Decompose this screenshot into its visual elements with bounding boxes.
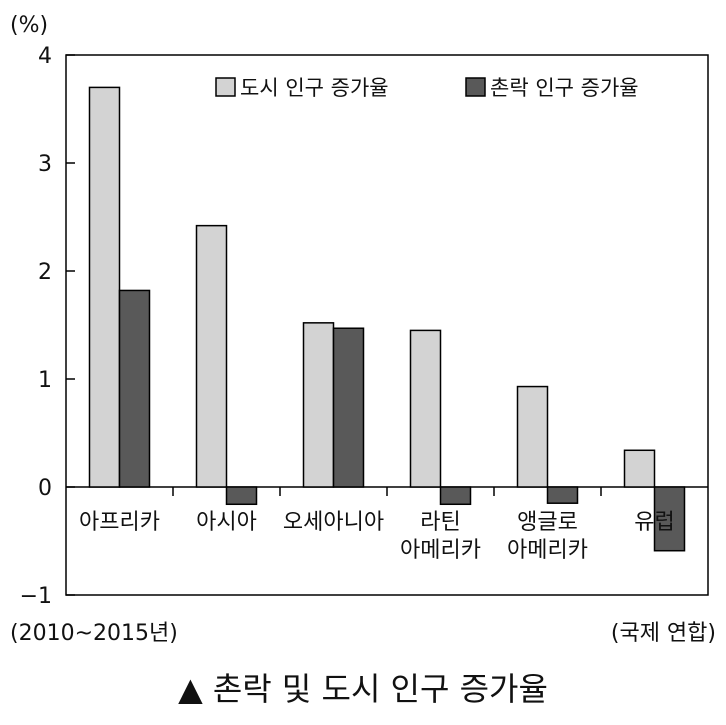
legend-label-rural: 촌락 인구 증가율: [490, 76, 639, 100]
x-category-label: 아메리카: [400, 538, 481, 563]
bar-urban: [623, 449, 656, 488]
x-category-label: 오세아니아: [283, 510, 384, 535]
bar-rural: [653, 486, 686, 552]
bar-rural: [332, 327, 365, 488]
plot-frame: [65, 54, 709, 596]
bar-urban: [516, 385, 549, 488]
bar-rural: [439, 486, 472, 506]
bar-rural: [225, 486, 258, 506]
x-category-label: 라틴: [420, 510, 460, 535]
y-tick-label: 3: [38, 152, 52, 177]
bar-urban: [195, 224, 228, 488]
x-category-label: 아시아: [196, 510, 257, 535]
source-note: (국제 연합): [611, 621, 716, 646]
bar-urban: [88, 86, 121, 488]
x-category-label: 유럽: [634, 510, 674, 535]
bars-layer: [88, 86, 686, 552]
period-note: (2010~2015년): [10, 621, 178, 646]
y-tick-label: 1: [38, 368, 52, 393]
y-tick-label: 2: [38, 260, 52, 285]
legend-swatch-urban: [215, 77, 236, 97]
y-tick-label: −1: [20, 584, 52, 609]
legend-swatch-rural: [465, 77, 486, 97]
legend: 도시 인구 증가율 촌락 인구 증가율: [215, 76, 639, 100]
y-tick-label: 0: [38, 476, 52, 501]
x-category-label: 아메리카: [507, 538, 588, 563]
legend-label-urban: 도시 인구 증가율: [240, 76, 389, 100]
axes-layer: [65, 54, 709, 596]
chart-caption: ▲ 촌락 및 도시 인구 증가율: [178, 670, 548, 708]
x-category-label: 앵글로: [517, 510, 578, 535]
x-category-label: 아프리카: [79, 510, 160, 535]
y-tick-label: 4: [38, 44, 52, 69]
bar-rural: [118, 289, 151, 488]
bar-urban: [302, 322, 335, 488]
bar-rural: [546, 486, 579, 504]
bar-urban: [409, 329, 442, 488]
y-unit-label: (%): [10, 13, 48, 38]
